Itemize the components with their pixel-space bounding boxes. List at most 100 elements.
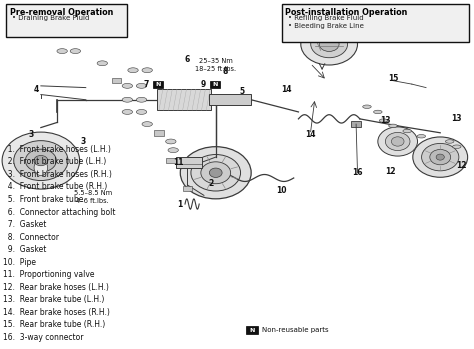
Text: 16: 16 xyxy=(352,168,363,177)
Text: 4: 4 xyxy=(34,85,39,94)
Text: N: N xyxy=(155,82,161,87)
Circle shape xyxy=(201,162,231,184)
Circle shape xyxy=(26,149,56,172)
Text: N: N xyxy=(212,82,218,87)
Circle shape xyxy=(421,143,459,171)
Circle shape xyxy=(319,37,339,51)
Text: 10: 10 xyxy=(277,186,287,195)
Circle shape xyxy=(14,141,68,180)
Bar xyxy=(166,158,175,163)
Bar xyxy=(175,157,201,168)
Text: • Draining Brake Fluid: • Draining Brake Fluid xyxy=(12,15,90,21)
Circle shape xyxy=(2,132,80,189)
Ellipse shape xyxy=(34,160,48,176)
Text: 3: 3 xyxy=(29,130,34,139)
Bar xyxy=(282,4,469,43)
Circle shape xyxy=(34,155,48,166)
Ellipse shape xyxy=(417,134,426,138)
Text: N: N xyxy=(250,328,255,333)
Text: 3: 3 xyxy=(81,137,86,146)
Bar xyxy=(246,326,258,334)
Ellipse shape xyxy=(379,119,388,122)
Ellipse shape xyxy=(122,110,133,114)
Ellipse shape xyxy=(142,122,153,127)
Text: 12: 12 xyxy=(385,166,396,176)
Text: 13: 13 xyxy=(381,116,391,125)
Text: 9: 9 xyxy=(201,80,206,89)
Ellipse shape xyxy=(137,110,147,114)
Bar xyxy=(155,130,164,135)
Text: 7.  Gasket: 7. Gasket xyxy=(3,220,46,229)
Text: 7: 7 xyxy=(143,80,148,89)
Text: 25–35 Nm
18–25 ft.lbs.: 25–35 Nm 18–25 ft.lbs. xyxy=(195,58,237,72)
Bar xyxy=(153,81,163,88)
Text: 1.  Front brake hoses (L.H.): 1. Front brake hoses (L.H.) xyxy=(3,145,111,154)
Text: Pre-removal Operation: Pre-removal Operation xyxy=(9,8,113,17)
Text: 10.  Pipe: 10. Pipe xyxy=(3,258,36,267)
Ellipse shape xyxy=(453,145,461,148)
Ellipse shape xyxy=(165,139,176,144)
Text: 11: 11 xyxy=(173,158,183,167)
Ellipse shape xyxy=(70,49,81,53)
Ellipse shape xyxy=(389,124,397,128)
Text: 15: 15 xyxy=(388,74,398,83)
Ellipse shape xyxy=(97,61,108,66)
Text: 14: 14 xyxy=(282,85,292,94)
Ellipse shape xyxy=(363,105,371,109)
Circle shape xyxy=(311,31,347,58)
Text: 15.  Rear brake tube (R.H.): 15. Rear brake tube (R.H.) xyxy=(3,320,105,329)
Ellipse shape xyxy=(122,83,133,88)
Text: 13.  Rear brake tube (L.H.): 13. Rear brake tube (L.H.) xyxy=(3,295,104,304)
Text: • Bleeding Brake Line: • Bleeding Brake Line xyxy=(288,23,364,29)
Circle shape xyxy=(385,132,410,150)
Text: Non-reusable parts: Non-reusable parts xyxy=(262,327,328,333)
Ellipse shape xyxy=(137,83,147,88)
Circle shape xyxy=(430,149,451,165)
Ellipse shape xyxy=(374,110,382,114)
Bar xyxy=(156,89,211,110)
Circle shape xyxy=(210,168,222,177)
Text: 4.  Front brake tube (R.H.): 4. Front brake tube (R.H.) xyxy=(3,183,107,192)
Circle shape xyxy=(301,23,357,65)
Text: 6: 6 xyxy=(185,55,190,64)
Bar xyxy=(182,186,192,191)
Circle shape xyxy=(413,137,468,177)
Circle shape xyxy=(392,137,404,146)
Text: 12: 12 xyxy=(456,161,467,170)
Text: 14: 14 xyxy=(305,130,316,139)
Text: 2.  Front brake tube (L.H.): 2. Front brake tube (L.H.) xyxy=(3,157,106,166)
Ellipse shape xyxy=(446,140,454,143)
Bar xyxy=(209,94,251,105)
Ellipse shape xyxy=(403,129,411,133)
Text: 9.  Gasket: 9. Gasket xyxy=(3,245,46,254)
Text: Post-installation Operation: Post-installation Operation xyxy=(285,8,408,17)
Text: 2: 2 xyxy=(209,179,214,188)
Text: 5.  Front brake tube: 5. Front brake tube xyxy=(3,195,83,204)
Text: 6.  Connector attaching bolt: 6. Connector attaching bolt xyxy=(3,208,116,216)
Text: 8: 8 xyxy=(222,67,228,76)
Text: 11.  Proportioning valve: 11. Proportioning valve xyxy=(3,270,94,279)
Circle shape xyxy=(378,127,418,156)
Circle shape xyxy=(191,155,240,191)
Bar xyxy=(112,78,121,83)
Ellipse shape xyxy=(57,49,67,53)
Ellipse shape xyxy=(122,97,133,102)
Text: 8.  Connector: 8. Connector xyxy=(3,232,59,242)
Ellipse shape xyxy=(137,97,147,102)
Ellipse shape xyxy=(168,148,178,153)
Ellipse shape xyxy=(128,68,138,73)
Text: 13: 13 xyxy=(452,114,462,124)
Bar xyxy=(210,81,220,88)
Bar xyxy=(6,4,127,37)
Text: 12.  Rear brake hoses (L.H.): 12. Rear brake hoses (L.H.) xyxy=(3,283,109,292)
Ellipse shape xyxy=(142,68,153,73)
Text: 5: 5 xyxy=(239,87,244,96)
Circle shape xyxy=(180,147,251,199)
Text: 5.5–8.5 Nm
4–6 ft.lbs.: 5.5–8.5 Nm 4–6 ft.lbs. xyxy=(74,190,112,204)
Text: 16.  3-way connector: 16. 3-way connector xyxy=(3,333,83,342)
Bar xyxy=(351,121,361,127)
Text: • Refilling Brake Fluid: • Refilling Brake Fluid xyxy=(288,15,363,21)
Circle shape xyxy=(436,154,444,160)
Text: 1: 1 xyxy=(177,200,182,209)
Text: 14.  Rear brake hoses (R.H.): 14. Rear brake hoses (R.H.) xyxy=(3,307,110,317)
